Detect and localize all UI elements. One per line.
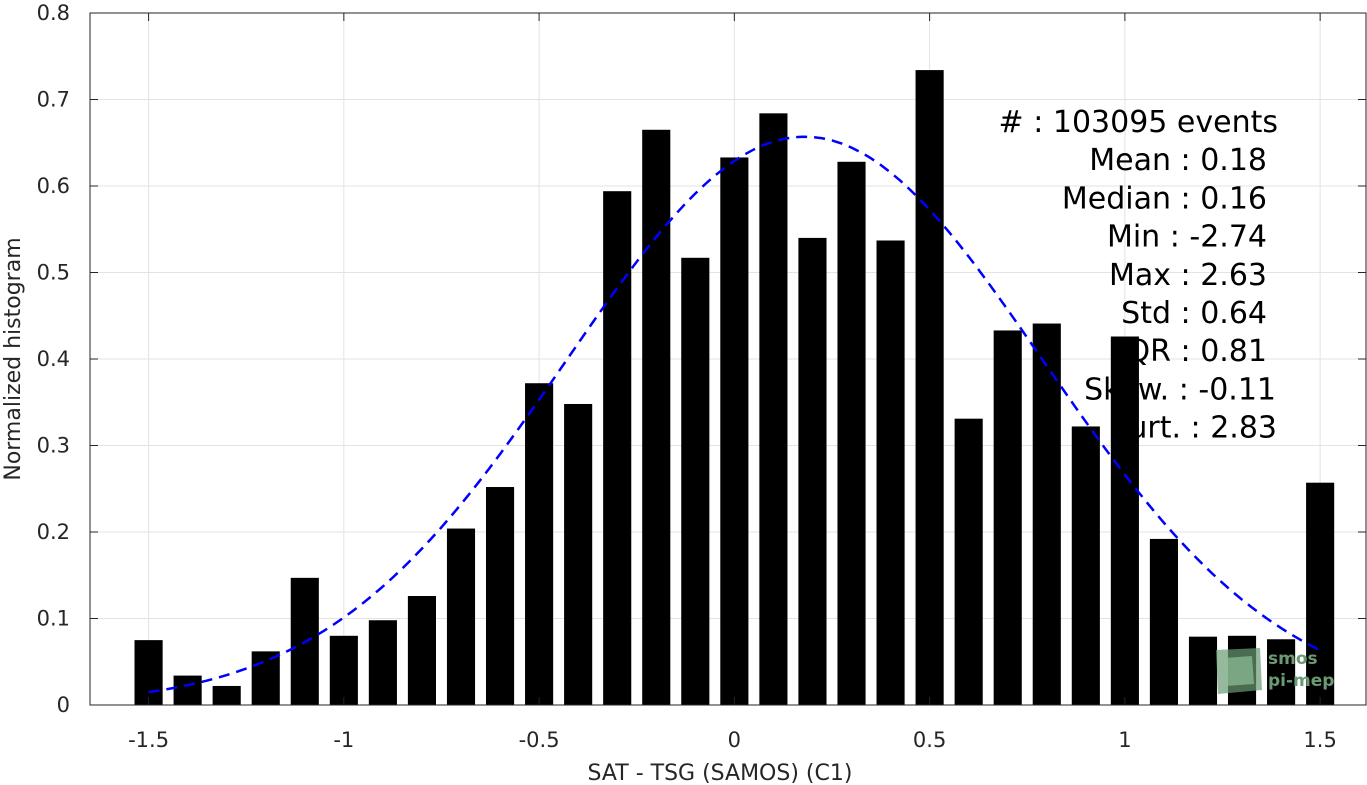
histogram-bar bbox=[720, 157, 749, 705]
histogram-bar bbox=[251, 651, 280, 705]
logo-text: pi-mep bbox=[1268, 671, 1334, 691]
x-tick-label: -1 bbox=[333, 728, 354, 752]
stat-line: # : 103095 events bbox=[999, 105, 1278, 140]
stat-line: Min : -2.74 bbox=[1107, 220, 1267, 255]
histogram-bar bbox=[1188, 636, 1218, 705]
x-axis-ticks: -1.5 -1 -0.5 0 0.5 1 1.5 bbox=[128, 13, 1337, 752]
histogram-bar bbox=[954, 418, 983, 705]
stat-line: Median : 0.16 bbox=[1062, 181, 1267, 216]
stat-line: Skew. : -0.11 bbox=[1084, 372, 1276, 407]
histogram-bar bbox=[485, 487, 515, 705]
histogram-bar bbox=[798, 237, 827, 705]
y-tick-label: 0.4 bbox=[37, 347, 70, 371]
histogram-bar bbox=[446, 528, 476, 705]
histogram-bar bbox=[1267, 639, 1296, 705]
histogram-bar bbox=[993, 330, 1022, 705]
histogram-bar bbox=[1306, 482, 1335, 705]
histogram-bar bbox=[134, 640, 163, 705]
histogram-bar bbox=[564, 403, 593, 705]
stat-line: IQR : 0.81 bbox=[1118, 334, 1267, 369]
stat-line: Mean : 0.18 bbox=[1089, 143, 1267, 178]
histogram-bars bbox=[134, 70, 1335, 706]
histogram-bar bbox=[603, 191, 632, 705]
y-axis-label: Normalized histogram bbox=[1, 237, 26, 480]
logo-mark bbox=[1224, 656, 1254, 686]
histogram-bar bbox=[173, 675, 202, 705]
x-tick-label: 0 bbox=[728, 728, 741, 752]
stat-line: Std : 0.64 bbox=[1121, 296, 1267, 331]
histogram-bar bbox=[368, 620, 397, 705]
histogram-bar bbox=[1110, 336, 1139, 705]
logo-text: smos bbox=[1268, 649, 1318, 669]
histogram-bar bbox=[1032, 323, 1061, 705]
histogram-bar bbox=[681, 257, 710, 705]
histogram-bar bbox=[915, 70, 944, 706]
y-tick-label: 0.2 bbox=[37, 520, 70, 544]
histogram-bar bbox=[407, 596, 437, 705]
x-tick-label: -0.5 bbox=[519, 728, 560, 752]
gaussian-fit-curve bbox=[148, 135, 1321, 694]
x-tick-label: -1.5 bbox=[128, 728, 169, 752]
histogram-bar bbox=[837, 161, 866, 705]
histogram-bar bbox=[1149, 538, 1178, 705]
x-tick-label: 1 bbox=[1118, 728, 1131, 752]
histogram-bar bbox=[525, 383, 554, 705]
histogram-bar bbox=[876, 240, 905, 705]
y-tick-label: 0.8 bbox=[37, 1, 70, 25]
stat-line: Max : 2.63 bbox=[1109, 258, 1267, 293]
y-tick-label: 0.5 bbox=[37, 261, 70, 285]
x-tick-label: 0.5 bbox=[913, 728, 946, 752]
y-tick-label: 0.3 bbox=[37, 434, 70, 458]
histogram-bar bbox=[642, 129, 671, 705]
y-tick-label: 0.6 bbox=[37, 174, 70, 198]
histogram-bar bbox=[212, 685, 241, 705]
y-tick-label: 0.7 bbox=[37, 88, 70, 112]
histogram-bar bbox=[759, 113, 788, 706]
y-tick-label: 0.1 bbox=[37, 607, 70, 631]
stat-line: Kurt. : 2.83 bbox=[1110, 411, 1277, 446]
y-axis-ticks: 0 0.1 0.2 0.3 0.4 0.5 0.6 0.7 0.8 bbox=[37, 1, 1366, 717]
x-tick-label: 1.5 bbox=[1303, 728, 1336, 752]
histogram-bar bbox=[329, 635, 358, 705]
y-tick-label: 0 bbox=[57, 693, 70, 717]
histogram-bar bbox=[1071, 426, 1100, 705]
x-axis-label: SAT - TSG (SAMOS) (C1) bbox=[588, 761, 853, 785]
